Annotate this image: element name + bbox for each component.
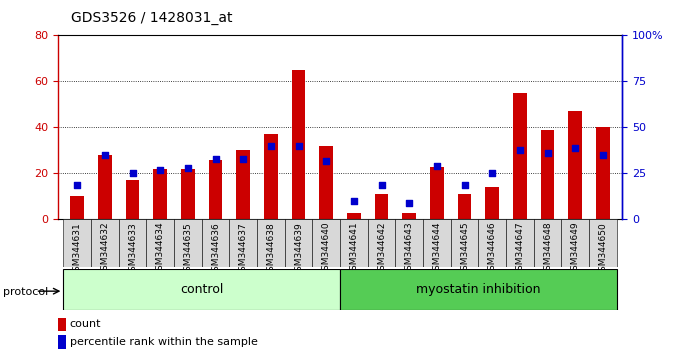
- Bar: [430, 166, 444, 219]
- Text: GSM344649: GSM344649: [571, 222, 579, 276]
- Bar: [63, 269, 340, 310]
- Text: GSM344637: GSM344637: [239, 222, 248, 276]
- Point: [487, 171, 498, 176]
- Bar: [568, 111, 582, 219]
- Bar: [98, 155, 112, 219]
- Point: [598, 152, 609, 158]
- Bar: [375, 194, 388, 219]
- Point: [321, 158, 332, 164]
- Point: [404, 200, 415, 206]
- Text: GSM344640: GSM344640: [322, 222, 330, 276]
- Bar: [312, 219, 340, 267]
- Bar: [153, 169, 167, 219]
- Point: [376, 182, 387, 187]
- Text: GSM344631: GSM344631: [73, 222, 82, 276]
- Bar: [174, 219, 202, 267]
- Bar: [319, 146, 333, 219]
- Text: GSM344642: GSM344642: [377, 222, 386, 276]
- Bar: [506, 219, 534, 267]
- Text: GSM344633: GSM344633: [128, 222, 137, 276]
- Point: [431, 163, 442, 169]
- Bar: [478, 219, 506, 267]
- Bar: [561, 219, 589, 267]
- Bar: [119, 219, 146, 267]
- Point: [210, 156, 221, 161]
- Bar: [146, 219, 174, 267]
- Point: [348, 198, 359, 204]
- Bar: [589, 219, 617, 267]
- Point: [293, 143, 304, 149]
- Bar: [285, 219, 312, 267]
- Text: GSM344650: GSM344650: [598, 222, 607, 276]
- Text: GSM344641: GSM344641: [350, 222, 358, 276]
- Bar: [202, 219, 229, 267]
- Bar: [368, 219, 395, 267]
- Bar: [126, 181, 139, 219]
- Bar: [181, 169, 194, 219]
- Text: myostatin inhibition: myostatin inhibition: [416, 283, 541, 296]
- Bar: [541, 130, 554, 219]
- Bar: [63, 219, 91, 267]
- Bar: [70, 196, 84, 219]
- Text: GSM344648: GSM344648: [543, 222, 552, 276]
- Text: control: control: [180, 283, 223, 296]
- Text: GSM344647: GSM344647: [515, 222, 524, 276]
- Point: [238, 156, 249, 161]
- Text: GSM344634: GSM344634: [156, 222, 165, 276]
- Text: GSM344645: GSM344645: [460, 222, 469, 276]
- Point: [155, 167, 166, 173]
- Bar: [340, 269, 617, 310]
- Bar: [209, 160, 222, 219]
- Bar: [513, 93, 527, 219]
- Text: GSM344644: GSM344644: [432, 222, 441, 276]
- Bar: [229, 219, 257, 267]
- Text: count: count: [70, 319, 101, 329]
- Bar: [292, 70, 305, 219]
- Text: GSM344636: GSM344636: [211, 222, 220, 276]
- Bar: [58, 318, 66, 331]
- Bar: [596, 127, 610, 219]
- Bar: [58, 335, 66, 349]
- Bar: [395, 219, 423, 267]
- Point: [127, 171, 138, 176]
- Point: [459, 182, 470, 187]
- Text: GSM344635: GSM344635: [184, 222, 192, 276]
- Point: [182, 165, 193, 171]
- Bar: [451, 219, 478, 267]
- Text: GSM344646: GSM344646: [488, 222, 496, 276]
- Bar: [486, 187, 499, 219]
- Text: GDS3526 / 1428031_at: GDS3526 / 1428031_at: [71, 11, 233, 25]
- Bar: [340, 219, 368, 267]
- Text: GSM344638: GSM344638: [267, 222, 275, 276]
- Bar: [236, 150, 250, 219]
- Bar: [257, 219, 285, 267]
- Point: [514, 147, 525, 152]
- Text: GSM344632: GSM344632: [101, 222, 109, 276]
- Bar: [534, 219, 561, 267]
- Point: [99, 152, 110, 158]
- Bar: [91, 219, 119, 267]
- Point: [570, 145, 581, 150]
- Point: [542, 150, 553, 156]
- Point: [265, 143, 276, 149]
- Point: [71, 182, 82, 187]
- Bar: [264, 134, 277, 219]
- Text: GSM344643: GSM344643: [405, 222, 413, 276]
- Bar: [458, 194, 471, 219]
- Bar: [347, 212, 361, 219]
- Text: protocol: protocol: [3, 287, 49, 297]
- Text: GSM344639: GSM344639: [294, 222, 303, 276]
- Bar: [423, 219, 451, 267]
- Text: percentile rank within the sample: percentile rank within the sample: [70, 337, 258, 347]
- Bar: [403, 212, 416, 219]
